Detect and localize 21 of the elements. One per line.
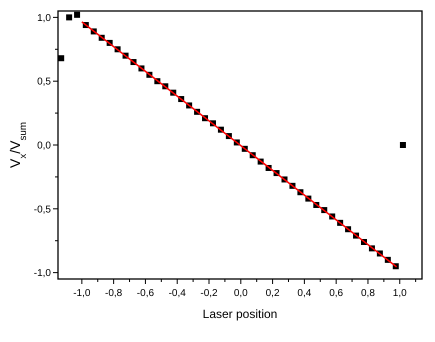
- y-tick-label: -0,5: [34, 204, 52, 216]
- x-axis-title: Laser position: [202, 307, 278, 321]
- x-tick-label: -0,2: [200, 288, 218, 299]
- y-tick-label: 0,5: [37, 76, 52, 88]
- x-tick-label: -0,4: [168, 288, 186, 299]
- x-tick-label: 0,4: [297, 288, 312, 299]
- point: [66, 14, 72, 20]
- x-tick-label: 0,6: [329, 288, 344, 299]
- x-tick-label: 1,0: [392, 288, 408, 299]
- y-tick-label: -1,0: [34, 268, 52, 280]
- x-tick-label: 0,0: [234, 288, 248, 299]
- x-tick-label: 0,8: [361, 288, 376, 299]
- x-tick-label: -0,6: [136, 288, 154, 299]
- point: [58, 55, 64, 62]
- x-tick-label: 0,2: [266, 288, 280, 299]
- y-tick-label: 1,0: [37, 12, 52, 24]
- y-tick-label: 0,0: [37, 140, 52, 152]
- x-tick-label: -0,8: [105, 288, 123, 299]
- x-tick-label: -1,0: [73, 288, 91, 299]
- point: [400, 142, 406, 148]
- point: [74, 12, 80, 18]
